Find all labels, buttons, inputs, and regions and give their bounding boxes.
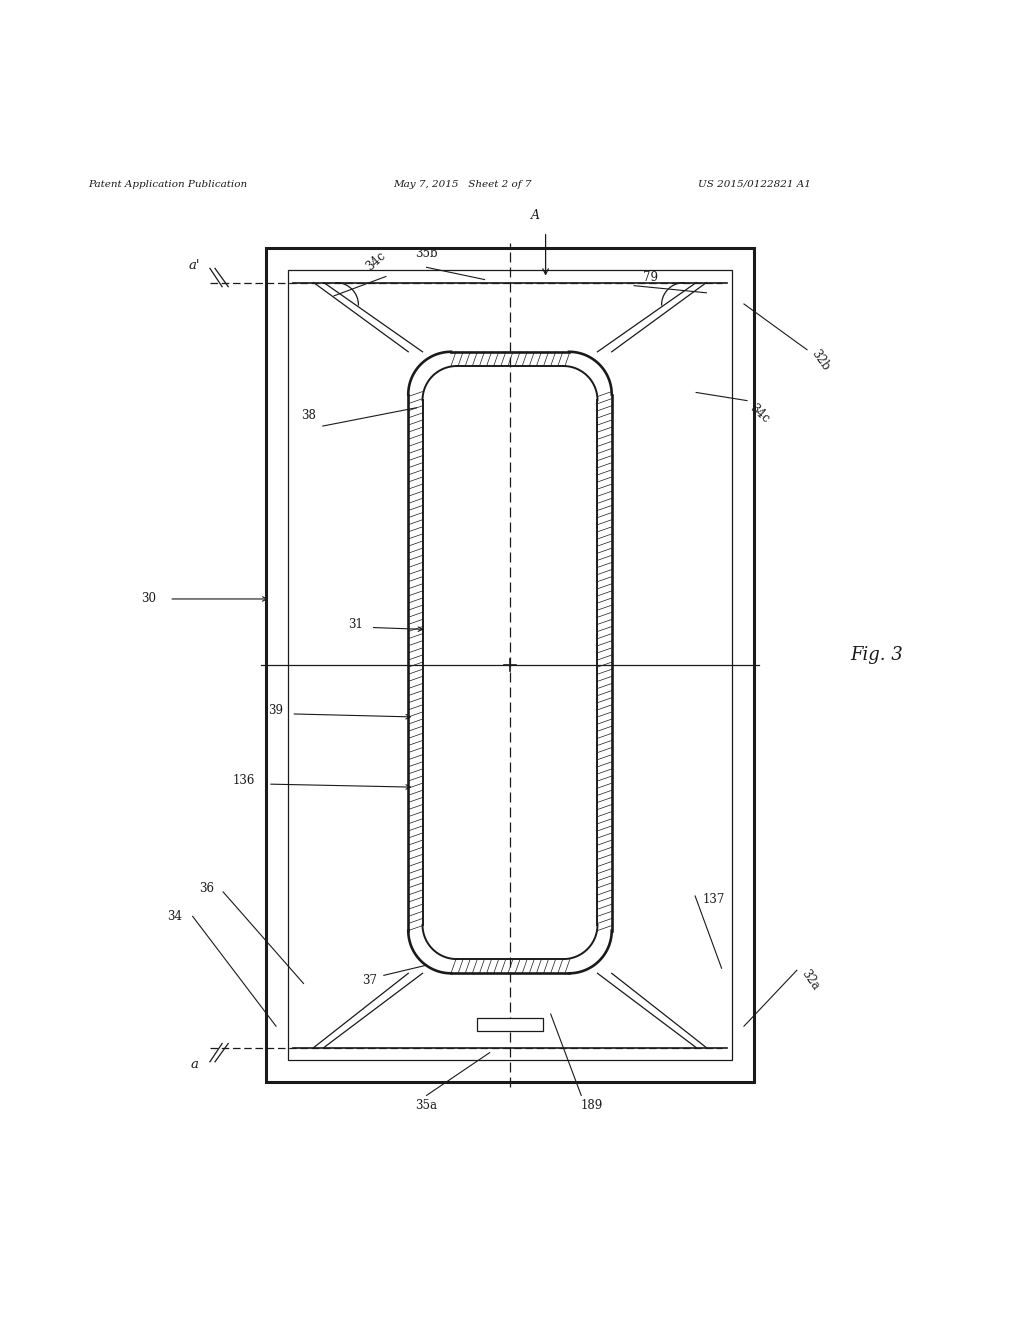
- Text: 189: 189: [580, 1100, 602, 1111]
- Text: 36: 36: [199, 882, 214, 895]
- Text: 35a: 35a: [415, 1100, 437, 1111]
- Text: 34: 34: [167, 909, 181, 923]
- Text: 37: 37: [362, 974, 377, 987]
- Text: 136: 136: [232, 774, 255, 787]
- Text: 39: 39: [268, 705, 283, 717]
- Text: A: A: [531, 209, 539, 222]
- Bar: [266, 248, 753, 1082]
- Text: a: a: [191, 1057, 199, 1071]
- Text: 137: 137: [701, 892, 723, 906]
- Text: 32a: 32a: [798, 968, 821, 993]
- Text: Fig. 3: Fig. 3: [850, 645, 903, 664]
- Text: 34c: 34c: [746, 401, 770, 426]
- Text: 79: 79: [642, 271, 657, 284]
- Bar: [288, 271, 731, 1060]
- Bar: [477, 1018, 542, 1031]
- Text: 32b: 32b: [808, 347, 832, 372]
- Text: Patent Application Publication: Patent Application Publication: [88, 180, 247, 189]
- Text: a': a': [189, 260, 200, 272]
- Text: 34c: 34c: [363, 249, 388, 273]
- Text: 31: 31: [347, 618, 363, 631]
- Text: May 7, 2015   Sheet 2 of 7: May 7, 2015 Sheet 2 of 7: [392, 180, 531, 189]
- Text: US 2015/0122821 A1: US 2015/0122821 A1: [697, 180, 810, 189]
- Text: 30: 30: [142, 593, 156, 606]
- Text: 35b: 35b: [415, 247, 437, 260]
- Text: 38: 38: [301, 409, 316, 422]
